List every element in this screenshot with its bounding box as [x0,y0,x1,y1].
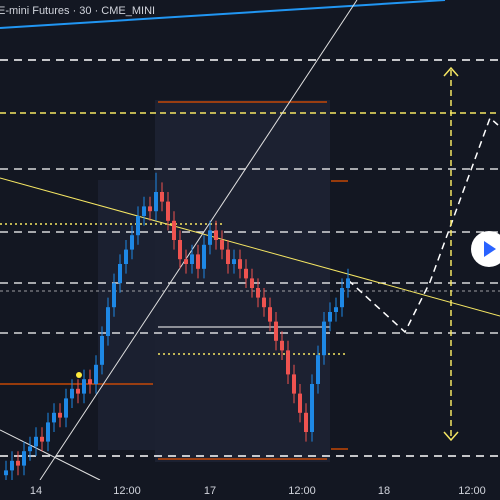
candle-body [256,288,260,298]
candle-body [310,384,314,432]
candle-body [160,192,164,202]
arrow-head [443,431,459,442]
candle-body [340,288,344,308]
candle-body [334,307,338,312]
candle-body [124,249,128,264]
candle-body [280,340,284,351]
candle-body [328,312,332,322]
candle-body [322,321,326,356]
candle-body [232,259,236,264]
candle-body [52,412,56,423]
candle-body [100,336,104,365]
time-axis [0,480,500,500]
candle-body [130,235,134,250]
candle-body [112,283,116,308]
candle-body [64,398,68,418]
candle-body [268,307,272,322]
candle-body [142,206,146,216]
candle-body [208,230,212,245]
candle-body [118,264,122,284]
candle-body [220,240,224,250]
candle-body [82,379,86,394]
candle-body [154,192,158,212]
arrow-head [443,66,459,77]
trend-line [39,0,358,481]
x-tick-label: 17 [204,485,216,497]
candle-body [226,249,230,264]
candle-body [292,374,296,394]
x-tick-label: 14 [30,485,42,497]
drawings [0,0,500,481]
candle-body [178,240,182,260]
candle-body [214,230,218,240]
candle-body [274,321,278,341]
x-axis: 14 12:00 17 12:00 18 12:00 [30,485,486,497]
candle-body [190,254,194,264]
x-tick-label: 12:00 [288,485,316,497]
candle-body [88,379,92,384]
trend-line [0,177,500,317]
candle-body [148,206,152,212]
candle-body [196,254,200,269]
candle-body [28,446,32,452]
play-button[interactable] [471,231,500,267]
candle-body [58,412,62,418]
candle-body [202,244,206,269]
candle-body [70,388,74,399]
chart-title: E-mini Futures · 30 · CME_MINI [0,5,155,17]
x-tick-label: 12:00 [113,485,141,497]
candle-body [238,259,242,269]
trend-line [0,429,101,481]
candle-body [166,201,170,221]
candle-body [4,470,8,476]
candle-body [10,460,14,471]
candle-body [94,364,98,384]
play-icon[interactable] [484,241,496,257]
candle-body [40,436,44,442]
session-shade [155,100,330,462]
x-tick-label: 12:00 [458,485,486,497]
candle-body [346,278,350,288]
marker-dot [76,372,82,378]
candle-body [22,451,26,466]
candle-body [76,388,80,394]
candle-body [16,460,20,466]
candle-body [298,393,302,413]
candle-body [172,220,176,240]
candle-body [304,412,308,432]
x-tick-label: 18 [378,485,390,497]
candles [4,172,350,485]
candle-body [244,268,248,279]
candle-body [34,436,38,447]
candle-body [250,278,254,288]
candle-body [46,422,50,442]
candle-body [316,355,320,384]
candle-body [184,259,188,264]
candle-body [106,307,110,336]
projection-path [347,116,499,334]
candle-body [286,350,290,375]
candle-body [262,297,266,308]
candle-body [136,216,140,236]
trend-line [0,0,446,29]
